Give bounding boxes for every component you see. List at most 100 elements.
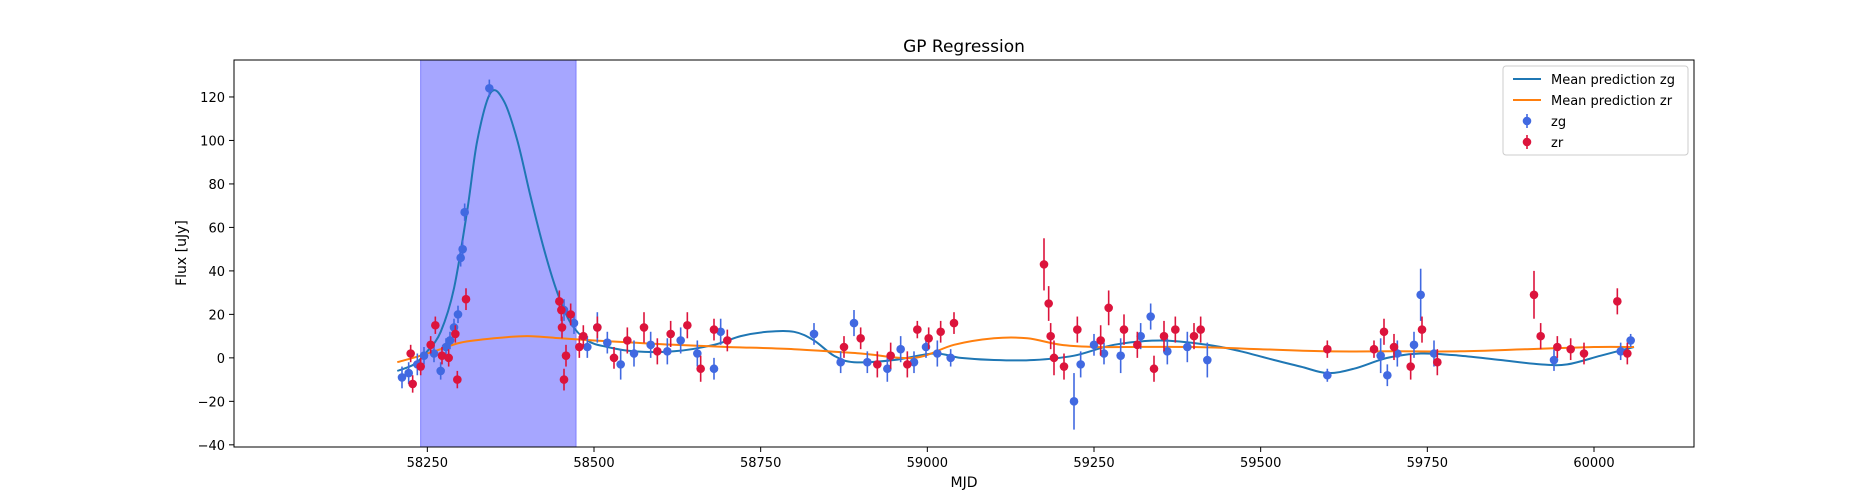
data-point bbox=[1119, 325, 1129, 334]
data-point bbox=[404, 368, 413, 378]
data-point bbox=[903, 360, 912, 369]
x-tick-label: 59250 bbox=[1073, 456, 1114, 471]
legend-entry-zr: zr bbox=[1522, 135, 1564, 151]
data-point bbox=[1046, 331, 1055, 341]
data-point bbox=[663, 347, 672, 356]
series-zg-points bbox=[397, 79, 1635, 430]
data-point bbox=[575, 342, 584, 352]
y-tick-label: −20 bbox=[198, 395, 225, 410]
data-point bbox=[1376, 351, 1385, 360]
data-point bbox=[709, 325, 719, 334]
data-point bbox=[429, 349, 439, 358]
x-tick-label: 58500 bbox=[573, 456, 614, 471]
axes-frame bbox=[233, 59, 1695, 448]
data-point bbox=[485, 83, 494, 93]
legend-marker-swatch bbox=[1522, 116, 1532, 126]
data-point bbox=[653, 347, 662, 356]
data-point bbox=[1553, 342, 1562, 352]
series-line-zg bbox=[396, 89, 1635, 375]
legend-entry-zg: zg bbox=[1522, 114, 1566, 130]
y-tick-label: 80 bbox=[208, 178, 225, 193]
series-zr-points bbox=[406, 238, 1632, 393]
data-point bbox=[1171, 325, 1180, 334]
data-point bbox=[1104, 303, 1113, 313]
data-point bbox=[1626, 336, 1635, 345]
data-point bbox=[431, 320, 440, 330]
data-point bbox=[863, 357, 872, 367]
data-point bbox=[460, 207, 469, 217]
data-point bbox=[1433, 357, 1442, 367]
data-point bbox=[1383, 370, 1392, 380]
data-point bbox=[629, 349, 639, 358]
data-point bbox=[1323, 344, 1332, 354]
axes: 58250 58500 58750 59000 59250 59500 59750 60000… bbox=[198, 91, 1615, 471]
data-point bbox=[1536, 331, 1545, 341]
data-point bbox=[1416, 290, 1425, 300]
data-point bbox=[1089, 340, 1099, 350]
y-tick-label: 60 bbox=[208, 221, 225, 236]
x-tick-label: 59500 bbox=[1240, 456, 1281, 471]
data-point bbox=[836, 357, 845, 367]
legend-label: zg bbox=[1551, 115, 1566, 130]
legend-label: Mean prediction zr bbox=[1551, 94, 1673, 109]
chart-title: GP Regression bbox=[903, 37, 1025, 57]
data-point bbox=[1116, 351, 1125, 360]
x-tick-label: 59000 bbox=[907, 456, 948, 471]
data-point bbox=[456, 253, 465, 263]
data-point bbox=[451, 329, 460, 339]
data-point bbox=[873, 360, 882, 369]
data-point bbox=[1203, 355, 1212, 365]
data-point bbox=[1039, 260, 1049, 269]
legend-marker-swatch bbox=[1522, 137, 1532, 147]
data-point bbox=[555, 297, 564, 306]
y-axis-label: Flux [uJy] bbox=[174, 220, 190, 286]
data-point bbox=[1389, 342, 1399, 352]
data-point bbox=[445, 336, 455, 345]
shaded-region bbox=[420, 60, 577, 447]
data-point bbox=[1059, 362, 1069, 371]
data-point bbox=[1616, 347, 1625, 356]
data-point bbox=[856, 333, 865, 343]
data-point bbox=[444, 353, 453, 363]
data-point bbox=[723, 336, 732, 345]
data-point bbox=[437, 351, 447, 360]
plot-area bbox=[396, 60, 1635, 447]
data-point bbox=[683, 320, 692, 330]
data-point bbox=[1566, 344, 1575, 354]
data-point bbox=[1076, 360, 1085, 369]
data-point bbox=[886, 351, 895, 360]
y-tick-label: 100 bbox=[200, 134, 225, 149]
y-tick-label: 120 bbox=[200, 91, 225, 106]
data-point bbox=[1189, 331, 1199, 341]
data-point bbox=[883, 364, 892, 374]
y-tick-label: 0 bbox=[217, 352, 225, 367]
x-tick-label: 58250 bbox=[407, 456, 448, 471]
data-point bbox=[559, 375, 569, 384]
data-point bbox=[1073, 325, 1082, 334]
x-axis-label: MJD bbox=[951, 475, 978, 491]
data-point bbox=[419, 351, 429, 360]
data-point bbox=[1417, 325, 1427, 334]
data-point bbox=[1044, 299, 1053, 308]
legend-label: zr bbox=[1551, 136, 1564, 151]
data-point bbox=[616, 360, 625, 369]
data-point bbox=[557, 323, 567, 332]
legend-box bbox=[1502, 65, 1689, 156]
data-point bbox=[849, 318, 859, 328]
data-point bbox=[716, 327, 725, 337]
data-point bbox=[408, 379, 417, 389]
data-point bbox=[1146, 312, 1155, 321]
legend-entry-mean-prediction-zr: Mean prediction zr bbox=[1513, 94, 1673, 109]
data-point bbox=[1159, 331, 1169, 341]
data-point bbox=[1136, 331, 1145, 341]
data-point bbox=[1393, 349, 1402, 358]
data-point bbox=[458, 244, 467, 254]
data-point bbox=[666, 329, 675, 339]
data-point bbox=[461, 294, 471, 304]
data-point bbox=[1579, 349, 1589, 358]
data-point bbox=[696, 364, 705, 374]
data-point bbox=[406, 349, 415, 358]
data-point bbox=[593, 323, 602, 332]
